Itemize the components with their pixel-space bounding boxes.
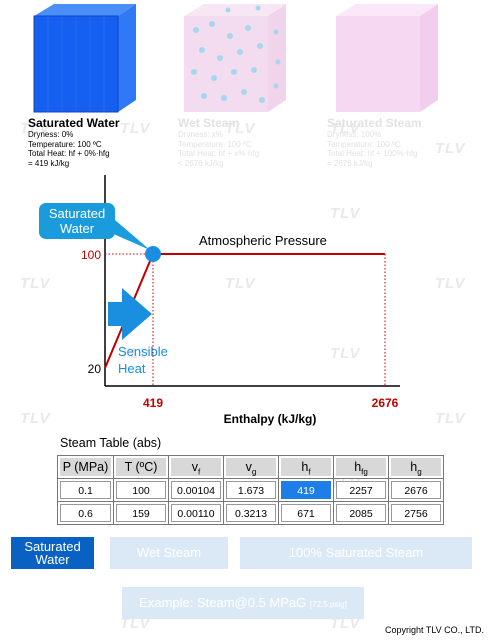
saturated-steam-cube [330,2,450,114]
steam-table: P (MPa) T (ºC) vf vg hf hfg hg 0.1 100 0… [57,455,444,525]
saturated-water-callout: Saturated Water [39,203,115,239]
saturated-water-cube [28,2,148,114]
header-hf: hf [281,458,331,477]
watermark: TLV [225,275,256,292]
example-sub-label: [72.5 psig] [309,600,347,609]
highlighted-cell: 419 [281,481,331,499]
header-vf: vf [171,458,221,477]
table-cell: 0.6 [60,504,111,522]
phase-total-heat: Total Heat: hf + 0%·hfg [28,149,110,158]
watermark: TLV [20,275,51,292]
y-tick-label: 100 [81,248,101,262]
table-cell: 1.673 [226,481,276,499]
table-header-row: P (MPa) T (ºC) vf vg hf hfg hg [58,456,444,479]
example-label: Example: Steam@0.5 MPaG [139,595,307,610]
watermark: TLV [330,120,361,137]
phase-dryness: Dryness: 100% [327,130,382,139]
watermark: TLV [435,410,466,427]
table-cell: 100 [116,481,166,499]
saturated-steam-info: Saturated Steam Dryness: 100% Temperatur… [327,116,422,168]
enthalpy-chart: Atmospheric Pressure 100 20 419 2676 Ent… [81,175,400,426]
watermark: TLV [435,275,466,292]
phase-value: = 2676 kJ/kg [327,158,373,168]
saturated-steam-button[interactable]: 100% Saturated Steam [240,537,472,569]
table-cell: 0.00104 [171,481,221,499]
table-cell: 2756 [391,504,441,522]
wet-steam-info: Wet Steam Dryness: x% Temperature: 100 º… [178,116,259,168]
x-axis-label: Enthalpy (kJ/kg) [224,412,317,426]
phase-total-heat: Total Heat: hf + 100%·hfg [327,149,418,158]
table-cell: 0.1 [60,481,111,499]
wet-steam-button[interactable]: Wet Steam [110,537,228,569]
table-cell: 0.3213 [226,504,276,522]
sensible-heat-arrow [108,288,152,340]
table-row: 0.1 100 0.00104 1.673 419 2257 2676 [58,479,444,502]
table-cell: 2085 [336,504,386,522]
header-vg: vg [226,458,276,477]
phase-total-heat: Total Heat: hf + x%·hfg [178,149,260,158]
watermark: TLV [120,345,151,362]
series-label: Atmospheric Pressure [199,233,327,248]
y-tick-label: 20 [88,362,102,376]
watermark: TLV [330,205,361,222]
table-cell: 2676 [391,481,441,499]
watermark: TLV [435,140,466,157]
example-button[interactable]: Example: Steam@0.5 MPaG [72.5 psig] [122,587,364,619]
sensible-heat-label: Sensible Heat [118,344,172,376]
saturated-water-button[interactable]: Saturated Water [11,537,94,569]
watermark: TLV [225,120,256,137]
saturation-point-marker [145,246,161,262]
copyright: Copyright TLV CO., LTD. [384,625,484,635]
saturated-water-info: Saturated Water Dryness: 0% Temperature:… [28,116,120,168]
wet-steam-cube [178,2,298,114]
phase-temperature: Temperature: 100 ºC [28,139,102,149]
phase-title: Saturated Steam [327,116,422,130]
phase-dryness: Dryness: 0% [28,130,74,139]
header-pressure: P (MPa) [60,458,111,476]
header-hg: hg [391,458,441,477]
table-cell: 671 [281,504,331,522]
header-temperature: T (ºC) [116,458,166,476]
steam-table-title: Steam Table (abs) [60,436,162,450]
watermark: TLV [120,120,151,137]
x-tick-label: 419 [143,396,163,410]
watermark: TLV [120,615,151,632]
phase-temperature: Temperature: 100 ºC [178,139,252,149]
header-hfg: hfg [336,458,386,477]
watermark: TLV [330,615,361,632]
watermark: TLV [20,410,51,427]
phase-temperature: Temperature: 100 ºC [327,139,401,149]
x-tick-label: 2676 [372,396,399,410]
phase-value: < 2676 kJ/kg [178,158,224,168]
phase-title: Saturated Water [28,116,120,130]
watermark: TLV [330,345,361,362]
phase-title: Wet Steam [178,116,240,130]
table-row: 0.6 159 0.00110 0.3213 671 2085 2756 [58,502,444,525]
phase-value: = 419 kJ/kg [28,158,70,168]
table-cell: 2257 [336,481,386,499]
table-cell: 0.00110 [171,504,221,522]
phase-dryness: Dryness: x% [178,130,223,139]
table-cell: 159 [116,504,166,522]
watermark: TLV [20,120,51,137]
